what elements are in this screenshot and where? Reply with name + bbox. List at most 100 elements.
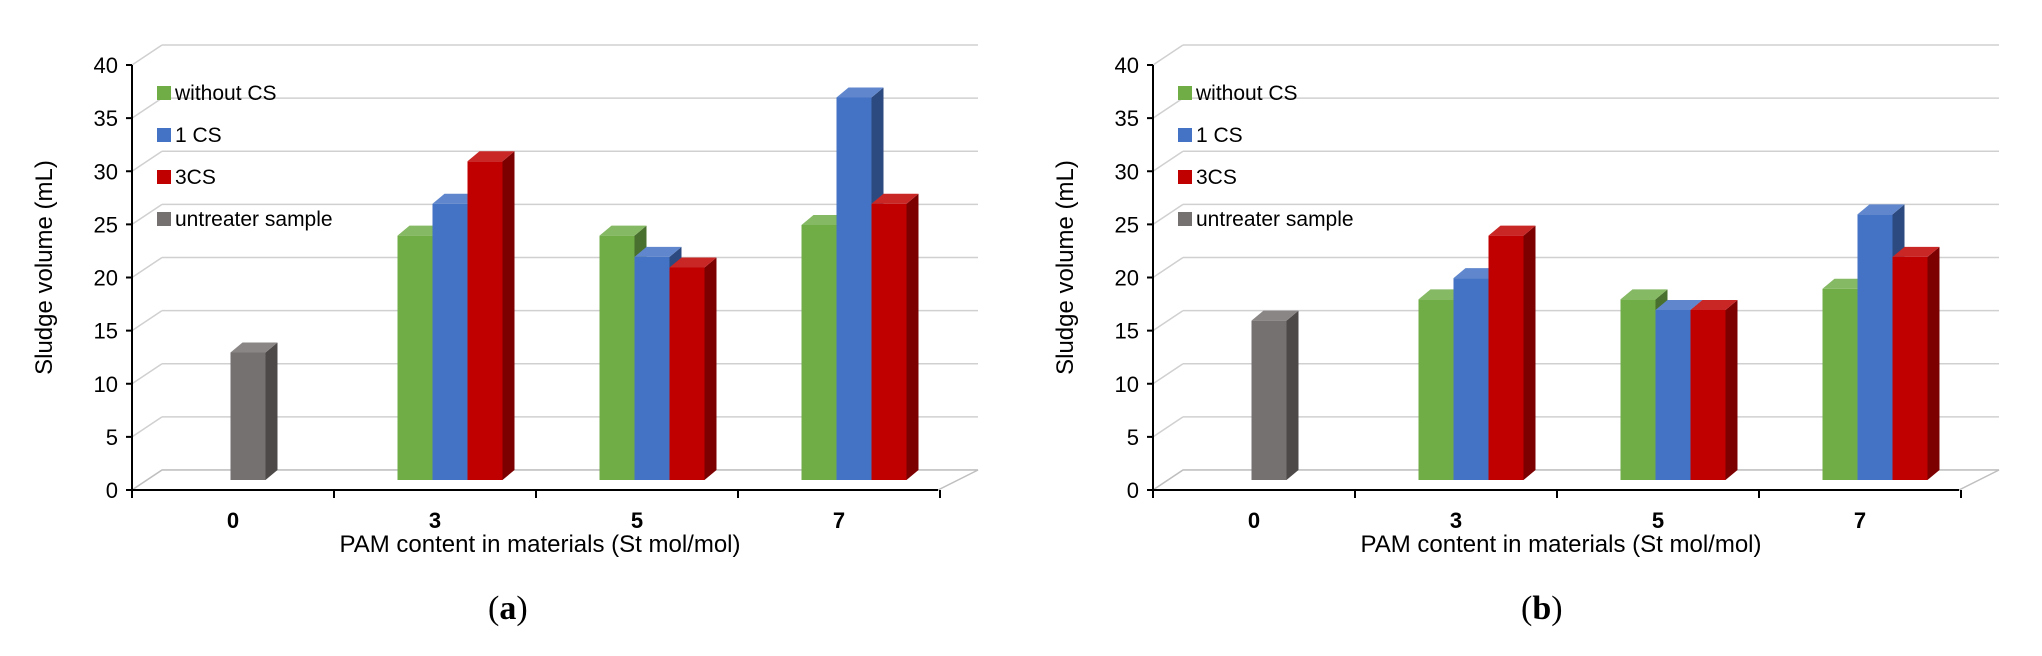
- x-tick-label: 0: [227, 508, 239, 533]
- bar-b-3cs-3: [1488, 235, 1524, 480]
- legend-swatch: [1178, 212, 1192, 226]
- bar-b-without-cs-3: [1418, 299, 1454, 480]
- y-axis-title: Sludge volume (mL): [1052, 160, 1079, 375]
- bar-top: [1251, 310, 1299, 321]
- y-axis-title: Sludge volume (mL): [31, 160, 58, 375]
- bar-b-1-cs-5: [1655, 310, 1691, 480]
- legend-label: 1 CS: [1196, 124, 1243, 147]
- bar-a-untreater-sample-0: [230, 352, 266, 480]
- y-tick-label: 40: [94, 53, 118, 78]
- gridline-side: [1152, 44, 1184, 66]
- bar-a-without-cs-3: [397, 235, 433, 480]
- gridline-side: [1152, 363, 1184, 385]
- gridline-side: [1152, 416, 1184, 438]
- bar-top: [871, 193, 919, 204]
- caption-a: (a): [488, 590, 528, 627]
- bar-top: [599, 225, 647, 236]
- bar-side: [906, 193, 919, 480]
- caption-a-letter: a: [499, 590, 517, 627]
- gridline-side: [1152, 150, 1184, 172]
- legend-label: 3CS: [175, 166, 216, 189]
- bar-side: [1286, 310, 1299, 480]
- bar-side: [502, 151, 515, 480]
- bar-a-1-cs-3: [432, 203, 468, 480]
- legend-label: untreater sample: [1196, 208, 1354, 231]
- bar-a-1-cs-7: [836, 97, 872, 480]
- legend-swatch: [1178, 128, 1192, 142]
- x-tick-label: 3: [429, 508, 441, 533]
- bar-side: [1523, 225, 1536, 480]
- bar-side: [1927, 246, 1940, 480]
- bar-top: [230, 342, 278, 353]
- x-tick-label: 7: [1854, 508, 1866, 533]
- legend-swatch: [157, 128, 171, 142]
- caption-b: (b): [1521, 590, 1563, 627]
- y-tick-label: 30: [1115, 159, 1139, 184]
- legend-label: without CS: [1195, 82, 1298, 105]
- legend-swatch: [1178, 86, 1192, 100]
- gridline-side: [131, 44, 163, 66]
- gridline-side: [1152, 256, 1184, 279]
- y-tick-label: 25: [94, 212, 118, 237]
- gridline-side: [1152, 310, 1184, 332]
- legend-label: without CS: [174, 82, 277, 105]
- legend-swatch: [1178, 170, 1192, 184]
- x-tick-label: 5: [1652, 508, 1664, 533]
- legend-label: 1 CS: [175, 124, 222, 147]
- legend-swatch: [157, 86, 171, 100]
- bar-b-without-cs-5: [1620, 299, 1656, 480]
- y-tick-label: 30: [94, 159, 118, 184]
- bar-top: [1690, 300, 1738, 310]
- x-tick-label: 5: [631, 508, 643, 533]
- y-tick-label: 25: [1115, 212, 1139, 237]
- legend-swatch: [157, 212, 171, 226]
- bar-top: [1488, 225, 1536, 236]
- y-tick-label: 0: [106, 478, 118, 503]
- gridline-side: [1152, 97, 1184, 119]
- y-tick-label: 15: [1115, 319, 1139, 344]
- legend-swatch: [157, 170, 171, 184]
- bar-b-1-cs-7: [1857, 214, 1893, 480]
- bar-b-without-cs-7: [1822, 288, 1858, 480]
- chart-panel-b: 0 5 10 15 20 25 30 35 40 0 3 5 7 without CS 1 CS 3CS unt…: [1021, 0, 2042, 656]
- bar-a-1-cs-5: [634, 256, 670, 480]
- y-tick-label: 10: [1115, 372, 1139, 397]
- bar-side: [704, 257, 717, 480]
- y-tick-label: 40: [1115, 53, 1139, 78]
- bar-top: [836, 87, 884, 98]
- y-tick-label: 0: [1127, 478, 1139, 503]
- bar-a-3cs-3: [467, 161, 503, 480]
- y-tick-label: 20: [94, 266, 118, 291]
- gridline-side: [131, 203, 163, 225]
- y-tick-label: 5: [106, 425, 118, 450]
- y-tick-label: 35: [94, 106, 118, 131]
- legend-label: untreater sample: [175, 208, 333, 231]
- y-tick-label: 15: [94, 319, 118, 344]
- bar-a-without-cs-7: [801, 225, 837, 480]
- y-tick-label: 5: [1127, 425, 1139, 450]
- bar-top: [1655, 300, 1703, 310]
- chart-panel-a: 0 5 10 15 20 25 30 35 40 0 3 5 7 without CS 1 CS 3CS unt…: [31, 44, 979, 627]
- bar-side: [1725, 300, 1738, 480]
- bar-top: [1620, 289, 1668, 300]
- gridline-side: [1152, 203, 1184, 225]
- bar-top: [467, 151, 515, 162]
- x-tick-label: 3: [1450, 508, 1462, 533]
- gridline-side: [131, 310, 163, 332]
- bar-top: [1857, 204, 1905, 215]
- x-tick-label: 7: [833, 508, 845, 533]
- gridline-side: [131, 97, 163, 119]
- bar-a-3cs-7: [871, 203, 907, 480]
- x-axis-title: PAM content in materials (St mol/mol): [1360, 531, 1761, 558]
- gridline-side: [131, 363, 163, 385]
- bar-b-3cs-5: [1690, 310, 1726, 480]
- bar-a-without-cs-5: [599, 235, 635, 480]
- x-tick-label: 0: [1248, 508, 1260, 533]
- caption-b-letter: b: [1532, 590, 1552, 627]
- y-tick-label: 35: [1115, 106, 1139, 131]
- bar-top: [669, 257, 717, 268]
- x-axis-title: PAM content in materials (St mol/mol): [339, 531, 740, 558]
- gridline-side: [131, 256, 163, 279]
